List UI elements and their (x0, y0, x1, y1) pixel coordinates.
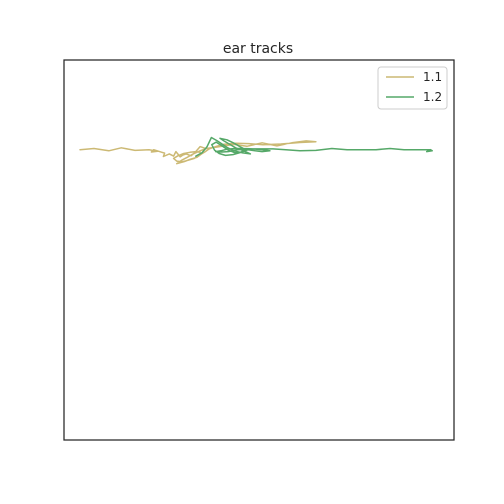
series-line-1 (79, 140, 317, 165)
legend-label-1: 1.1 (423, 70, 442, 84)
series-line-2 (195, 136, 433, 157)
legend: 1.11.2 (377, 66, 448, 110)
axes-frame (63, 59, 455, 441)
plot-area (63, 59, 455, 441)
legend-entries: 1.11.2 (386, 70, 442, 104)
series-layer (79, 136, 433, 165)
legend-label-2: 1.2 (423, 90, 442, 104)
chart-title: ear tracks (223, 41, 293, 57)
